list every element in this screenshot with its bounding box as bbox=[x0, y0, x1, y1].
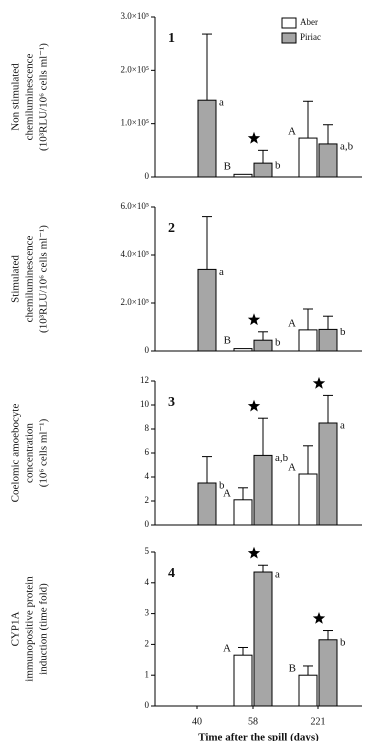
bar bbox=[233, 654, 253, 707]
y-tick-label: 6.0×10⁵ bbox=[121, 201, 149, 211]
significance-letter: A bbox=[288, 126, 296, 138]
legend-label: Aber bbox=[300, 17, 318, 27]
significance-star bbox=[312, 376, 326, 389]
significance-letter: b bbox=[340, 636, 346, 648]
y-axis-label: immunopositive protein bbox=[24, 576, 36, 682]
panel-label: 2 bbox=[168, 221, 175, 236]
significance-letter: B bbox=[224, 161, 231, 173]
y-tick-label: 8 bbox=[145, 423, 150, 433]
x-tick-label: 58 bbox=[248, 716, 258, 727]
y-tick-label: 0 bbox=[145, 519, 150, 529]
y-tick-label: 12 bbox=[140, 375, 149, 385]
y-tick-label: 4 bbox=[145, 577, 150, 587]
y-tick-label: 1 bbox=[145, 669, 150, 679]
bar bbox=[233, 173, 253, 178]
significance-letter: b bbox=[340, 326, 346, 338]
y-axis-label: induction (time fold) bbox=[38, 583, 50, 675]
significance-letter: A bbox=[288, 462, 296, 474]
bar bbox=[233, 499, 253, 526]
bar bbox=[197, 482, 217, 526]
y-tick-label: 1.0×10⁵ bbox=[121, 118, 149, 128]
x-tick-label: 40 bbox=[192, 716, 202, 727]
bar bbox=[233, 348, 253, 352]
y-axis-label: (10³RLU/10⁶ cells ml⁻¹) bbox=[38, 43, 50, 151]
significance-letter: a bbox=[340, 420, 345, 432]
significance-letter: a bbox=[219, 97, 224, 109]
y-axis-label: Stimulated bbox=[10, 255, 22, 303]
y-axis-label: CYP1A bbox=[10, 612, 22, 647]
y-tick-label: 0 bbox=[145, 700, 150, 710]
bar bbox=[253, 162, 273, 178]
y-tick-label: 4 bbox=[145, 471, 150, 481]
y-tick-label: 5 bbox=[145, 546, 150, 556]
bar bbox=[253, 339, 273, 352]
significance-letter: B bbox=[224, 335, 231, 347]
significance-letter: b bbox=[219, 480, 225, 492]
bar bbox=[318, 639, 338, 707]
y-axis-label: Non stimulated bbox=[10, 63, 22, 131]
panel-label: 1 bbox=[168, 31, 175, 46]
significance-letter: b bbox=[275, 337, 281, 349]
bar bbox=[318, 328, 338, 352]
significance-letter: a,b bbox=[275, 452, 289, 464]
significance-letter: a bbox=[275, 569, 280, 581]
y-tick-label: 6 bbox=[145, 447, 150, 457]
significance-star bbox=[247, 313, 261, 326]
legend-swatch bbox=[281, 17, 297, 29]
bar bbox=[253, 454, 273, 526]
significance-letter: A bbox=[223, 487, 231, 499]
y-tick-label: 3 bbox=[145, 608, 150, 618]
significance-star bbox=[247, 546, 261, 559]
bar bbox=[318, 422, 338, 526]
legend-label: Piriac bbox=[300, 32, 321, 42]
y-tick-label: 0 bbox=[145, 171, 150, 181]
y-tick-label: 2 bbox=[145, 495, 150, 505]
legend-swatch bbox=[281, 32, 297, 44]
bar bbox=[298, 674, 318, 707]
y-tick-label: 2.0×10⁵ bbox=[121, 297, 149, 307]
y-axis-label: chemiluminescence bbox=[24, 54, 36, 141]
bar bbox=[253, 571, 273, 707]
bar bbox=[298, 137, 318, 178]
bar bbox=[298, 473, 318, 526]
y-axis-label: (10³RLU/10⁶ cells ml⁻¹) bbox=[38, 225, 50, 333]
y-tick-label: 3.0×10⁵ bbox=[121, 11, 149, 21]
y-axis-label: chemiluminescence bbox=[24, 236, 36, 323]
significance-star bbox=[247, 131, 261, 144]
bar bbox=[197, 99, 217, 178]
x-tick-label: 221 bbox=[311, 716, 326, 727]
y-axis-label: concentration bbox=[24, 423, 36, 483]
significance-letter: A bbox=[288, 317, 296, 329]
y-axis-label: Coelomic amoebocyte bbox=[10, 404, 22, 503]
y-axis-label: (10⁶ cells ml⁻¹) bbox=[38, 418, 50, 487]
significance-letter: a bbox=[219, 266, 224, 278]
bar bbox=[298, 329, 318, 352]
significance-letter: B bbox=[289, 663, 296, 675]
y-tick-label: 0 bbox=[145, 345, 150, 355]
significance-star bbox=[247, 399, 261, 412]
bar bbox=[197, 268, 217, 352]
panel-label: 4 bbox=[168, 566, 175, 581]
x-axis-label: Time after the spill (days) bbox=[198, 732, 319, 741]
significance-letter: a,b bbox=[340, 140, 354, 152]
panel-label: 3 bbox=[168, 395, 175, 410]
significance-letter: b bbox=[275, 160, 281, 172]
bar bbox=[318, 143, 338, 178]
y-tick-label: 2.0×10⁵ bbox=[121, 64, 149, 74]
significance-letter: A bbox=[223, 643, 231, 655]
y-tick-label: 10 bbox=[140, 399, 150, 409]
significance-star bbox=[312, 612, 326, 624]
y-tick-label: 4.0×10⁵ bbox=[121, 249, 149, 259]
y-tick-label: 2 bbox=[145, 638, 150, 648]
